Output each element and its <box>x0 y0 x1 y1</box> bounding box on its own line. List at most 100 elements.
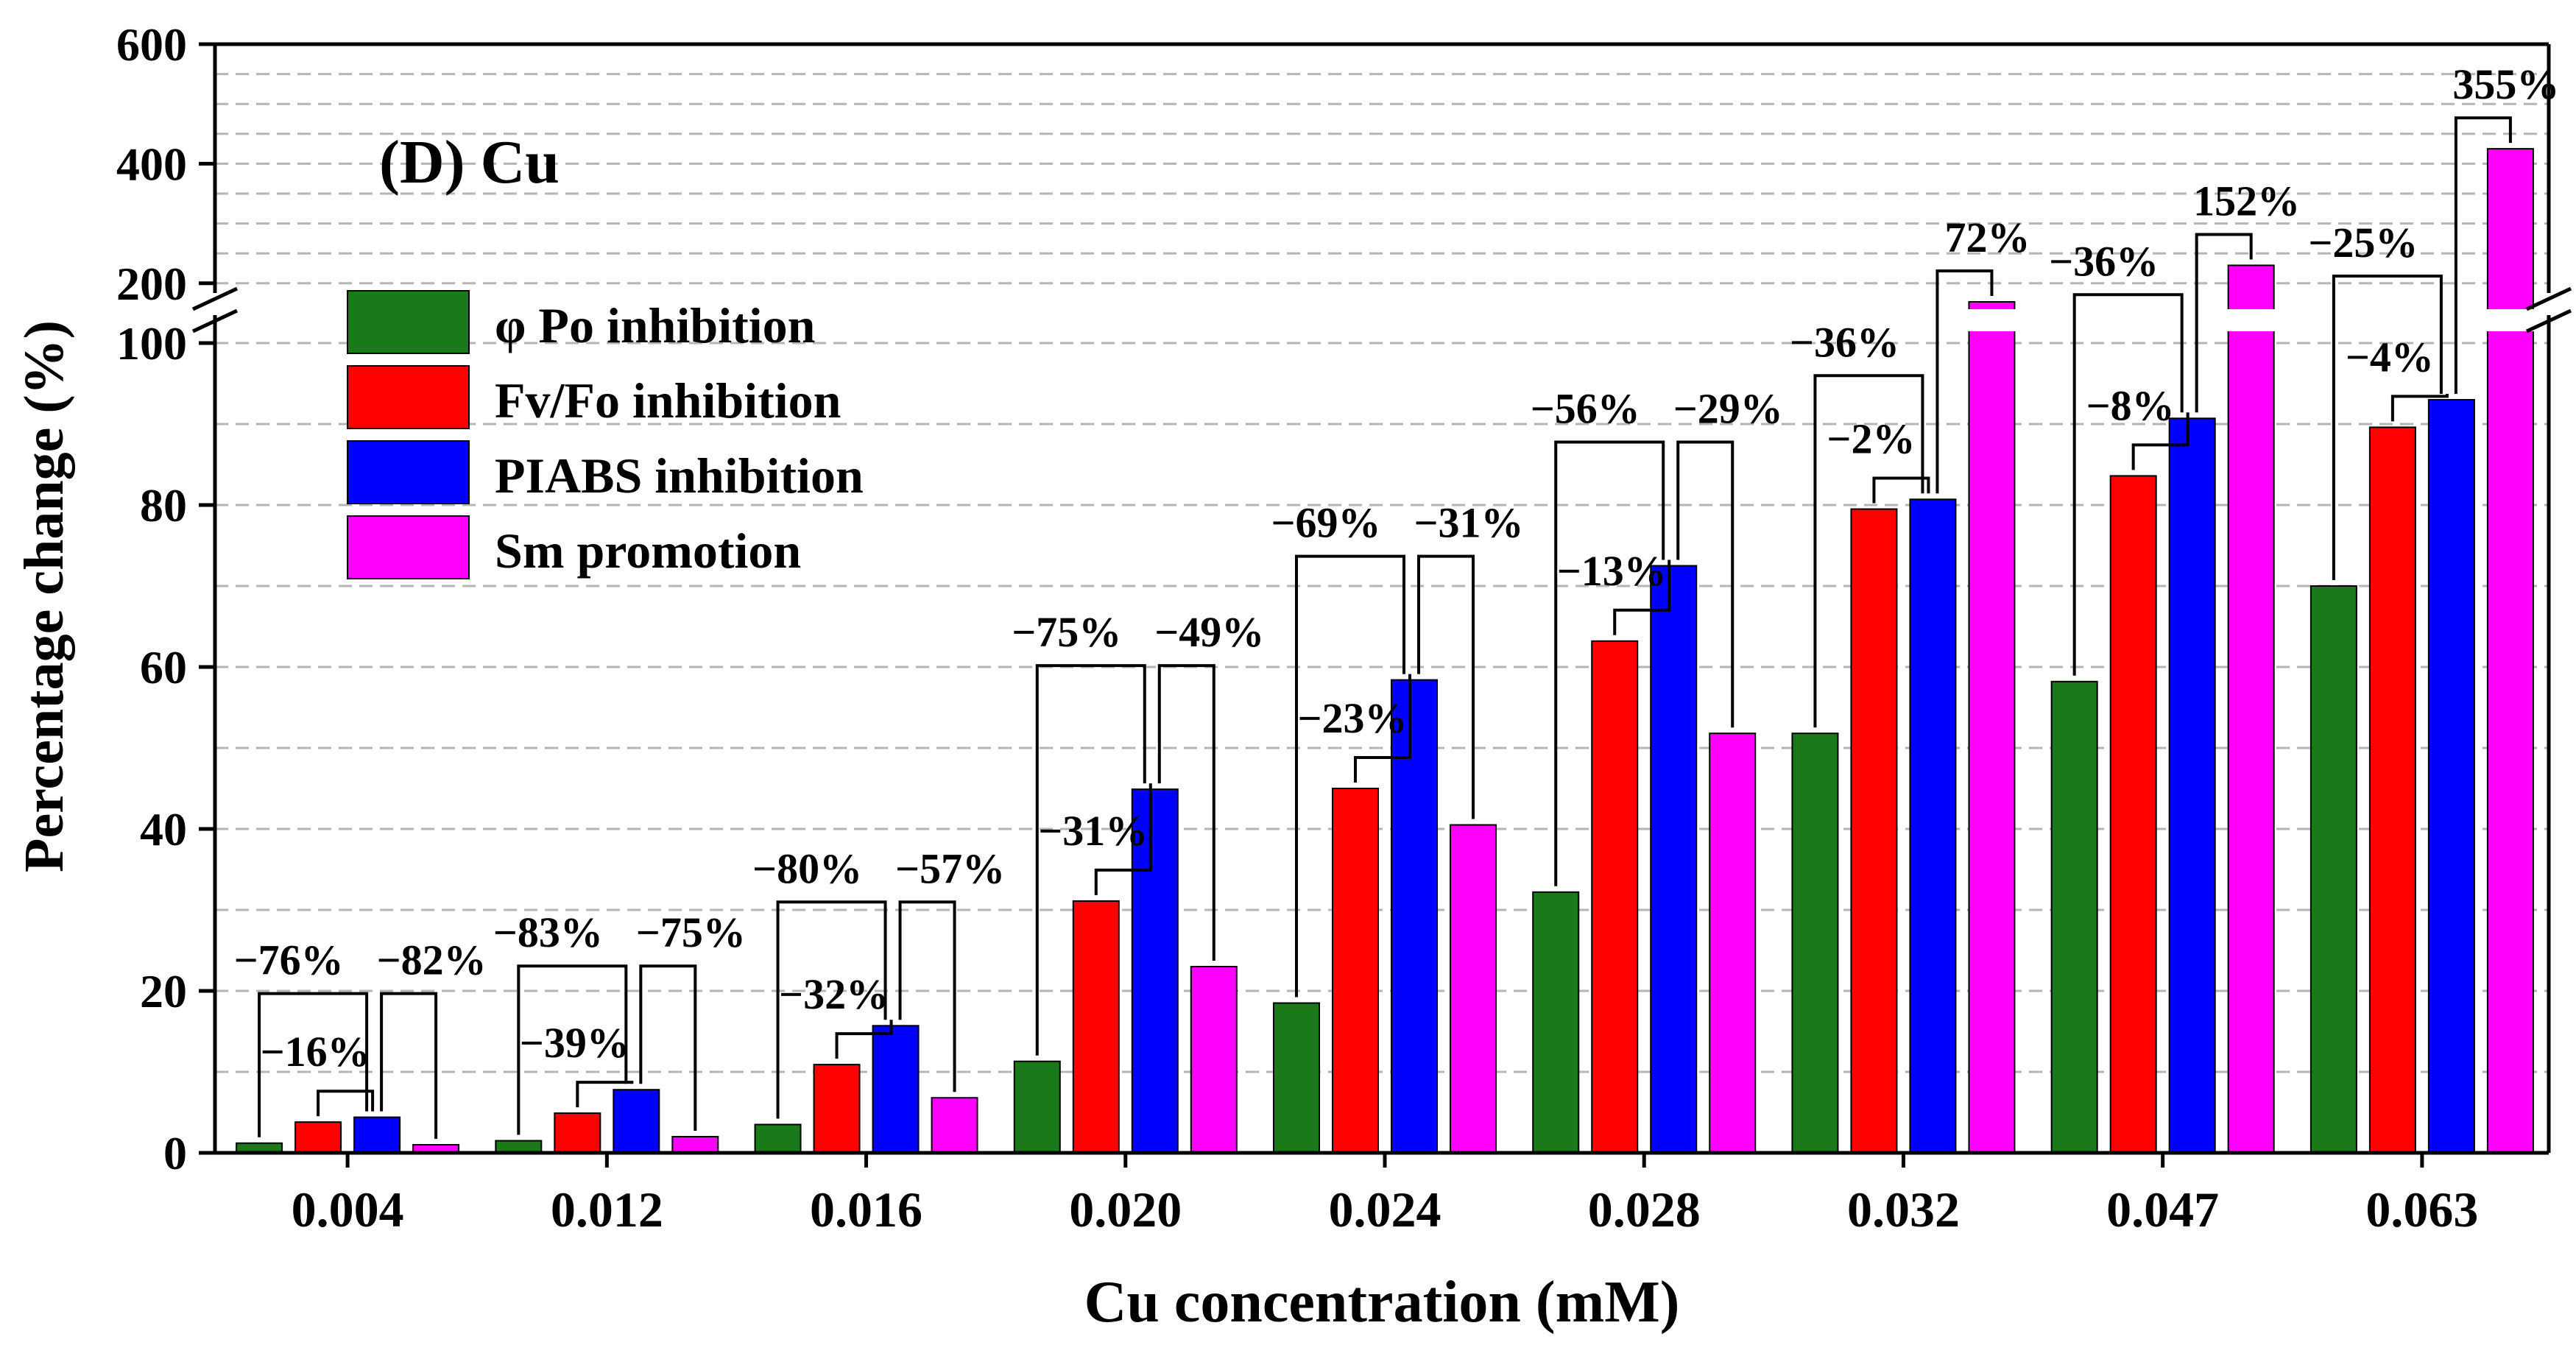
label-pi-vs-sm: −82% <box>377 936 487 984</box>
label-pi-vs-sm: 152% <box>2193 177 2300 225</box>
bar-break-gap <box>1967 309 2016 331</box>
bar-fv-fo-0.047 <box>2109 475 2157 1154</box>
bar-sm-0.016 <box>931 1097 978 1154</box>
label-fv-vs-pi: −31% <box>1038 807 1148 855</box>
bar-pi-abs-0.063 <box>2427 399 2475 1154</box>
bar-sm-0.063 <box>2486 148 2534 1154</box>
label-pi-vs-sm: −49% <box>1154 608 1264 656</box>
bar-sm-0.032 <box>1968 301 2016 1154</box>
legend-item-pi-abs: PIABS inhibition <box>347 440 864 504</box>
y-tick-label: 0 <box>163 1127 187 1179</box>
label-pi-vs-sm: −31% <box>1414 499 1523 547</box>
x-tick-label: 0.024 <box>1329 1182 1441 1238</box>
legend-item-fv-fo: Fv/Fo inhibition <box>347 365 841 429</box>
x-tick-label: 0.047 <box>2106 1182 2219 1238</box>
bracket-phi-vs-pi <box>1035 664 1146 1056</box>
x-tick-label: 0.004 <box>292 1182 404 1238</box>
x-tick-label: 0.028 <box>1588 1182 1701 1238</box>
label-pi-vs-sm: −29% <box>1673 385 1783 433</box>
label-fv-vs-pi: −23% <box>1297 694 1407 742</box>
x-tick-label: 0.063 <box>2365 1182 2478 1238</box>
y-tick-label: 100 <box>116 317 187 370</box>
bar-pi-abs-0.047 <box>2168 417 2216 1154</box>
label-phi-vs-pi: −75% <box>1012 608 1121 656</box>
legend-item-sm: Sm promotion <box>347 515 801 579</box>
bracket-pi-vs-sm <box>1157 664 1215 961</box>
axis-break-mark <box>191 308 239 333</box>
label-pi-vs-sm: −75% <box>636 908 746 956</box>
label-fv-vs-pi: −8% <box>2086 381 2175 429</box>
bracket-fv-vs-pi <box>1094 783 1152 895</box>
label-phi-vs-pi: −36% <box>2049 237 2159 285</box>
y-tick-label: 600 <box>116 18 187 71</box>
label-phi-vs-pi: −25% <box>2308 219 2418 266</box>
bracket-phi-vs-pi <box>1813 374 1924 728</box>
label-phi-vs-pi: −80% <box>752 844 862 892</box>
label-fv-vs-pi: −39% <box>520 1019 629 1067</box>
bar-fv-fo-0.020 <box>1072 900 1120 1154</box>
bar-pi-abs-0.012 <box>613 1089 660 1154</box>
legend-swatch-fv-fo <box>347 365 470 429</box>
bracket-pi-vs-sm <box>898 900 956 1092</box>
bar-pi-abs-0.028 <box>1650 565 1698 1154</box>
y-tick-label: 200 <box>116 258 187 310</box>
bracket-phi-vs-pi <box>258 992 369 1137</box>
bar-fv-fo-0.028 <box>1591 640 1639 1154</box>
x-tick-label: 0.032 <box>1847 1182 1960 1238</box>
label-fv-vs-pi: −4% <box>2346 333 2434 381</box>
bar-break-gap <box>2485 309 2535 331</box>
comparison-brackets: −16% −76% −82% −39% −83% −75% −32% −80% −57% −31%… <box>234 60 2559 1139</box>
bar-sm-0.047 <box>2227 264 2275 1154</box>
label-phi-vs-pi: −56% <box>1531 385 1640 433</box>
legend-swatch-pi-abs <box>347 440 470 504</box>
bracket-fv-vs-pi <box>576 1081 634 1108</box>
bar-phi-po-0.063 <box>2309 585 2357 1154</box>
bar-sm-0.024 <box>1450 824 1497 1154</box>
x-tick-label: 0.012 <box>551 1182 663 1238</box>
axes: 0 20 40 60 80 100 200 400 600 0.004 0.012 0.016 0.02… <box>116 18 2572 1238</box>
bracket-fv-vs-pi <box>835 1020 893 1059</box>
bracket-phi-vs-pi <box>517 964 628 1135</box>
bracket-pi-vs-sm <box>639 964 697 1131</box>
bar-pi-abs-0.016 <box>872 1025 920 1154</box>
bars <box>236 148 2535 1154</box>
x-tick-label: 0.016 <box>810 1182 922 1238</box>
y-tick-label: 60 <box>140 641 187 693</box>
label-phi-vs-pi: −69% <box>1271 499 1380 547</box>
bracket-pi-vs-sm <box>380 992 438 1139</box>
y-tick-label: 80 <box>140 479 187 532</box>
bracket-fv-vs-pi <box>2131 412 2189 470</box>
label-fv-vs-pi: −32% <box>779 970 889 1018</box>
bar-phi-po-0.047 <box>2050 680 2098 1154</box>
panel-title: (D) Cu <box>379 128 560 197</box>
label-fv-vs-pi: −13% <box>1557 547 1667 595</box>
legend-label-fv-fo: Fv/Fo inhibition <box>495 373 841 428</box>
bar-phi-po-0.016 <box>754 1123 802 1154</box>
bar-phi-po-0.032 <box>1791 732 1839 1154</box>
bar-sm-0.020 <box>1190 966 1238 1154</box>
axis-break-mark <box>2525 308 2572 333</box>
legend-label-pi-abs: PIABS inhibition <box>495 448 864 504</box>
bar-fv-fo-0.016 <box>813 1064 861 1154</box>
bracket-phi-vs-pi <box>2332 275 2443 580</box>
bracket-phi-vs-pi <box>2072 293 2184 676</box>
bar-sm-0.028 <box>1709 732 1757 1154</box>
x-tick-label: 0.020 <box>1069 1182 1182 1238</box>
y-tick-label: 20 <box>140 965 187 1017</box>
bar-pi-abs-0.004 <box>353 1116 401 1154</box>
label-fv-vs-pi: −2% <box>1827 415 1915 463</box>
legend-label-phi-po: φ Po inhibition <box>495 297 815 353</box>
label-phi-vs-pi: −83% <box>493 908 603 956</box>
y-tick-label: 400 <box>116 138 187 190</box>
label-pi-vs-sm: 72% <box>1944 213 2030 261</box>
bracket-pi-vs-sm <box>1417 554 1475 819</box>
legend-swatch-phi-po <box>347 290 470 354</box>
x-axis-label: Cu concentration (mM) <box>1084 1270 1680 1335</box>
label-pi-vs-sm: 355% <box>2452 60 2559 108</box>
y-axis-label: Percentage change (%) <box>13 320 75 872</box>
bracket-fv-vs-pi <box>1613 559 1671 635</box>
bar-fv-fo-0.024 <box>1332 788 1379 1154</box>
legend-item-phi-po: φ Po inhibition <box>347 290 815 354</box>
legend-label-sm: Sm promotion <box>495 523 801 579</box>
